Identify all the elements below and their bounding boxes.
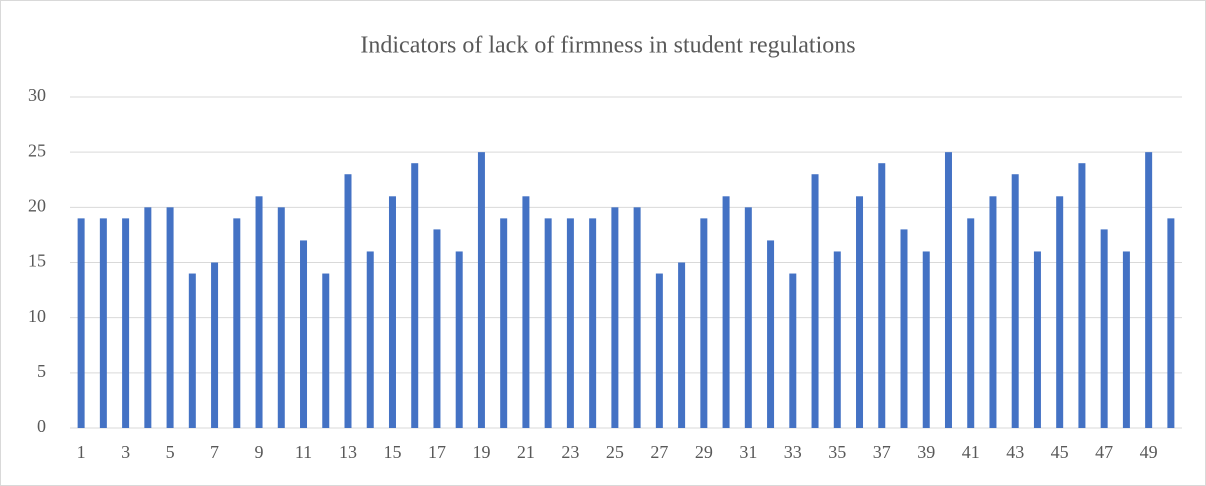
bar (1078, 163, 1086, 428)
bar (1033, 251, 1041, 428)
bar (922, 251, 930, 428)
x-tick-label: 11 (295, 442, 312, 462)
x-tick-label: 45 (1051, 442, 1069, 462)
x-tick-label: 39 (917, 442, 935, 462)
bar (878, 163, 886, 428)
x-tick-label: 41 (962, 442, 980, 462)
bar (811, 174, 819, 428)
bar (655, 273, 663, 428)
x-tick-label: 19 (472, 442, 490, 462)
bar (1100, 229, 1108, 428)
bar (211, 262, 219, 428)
y-tick-label: 15 (28, 251, 46, 271)
x-tick-label: 27 (650, 442, 668, 462)
bar (678, 262, 686, 428)
bar (833, 251, 841, 428)
bar (767, 240, 775, 428)
bar (1011, 174, 1019, 428)
x-tick-label: 21 (517, 442, 535, 462)
bar (322, 273, 330, 428)
bar (277, 207, 285, 428)
bar (544, 218, 552, 428)
bar (300, 240, 308, 428)
x-tick-label: 7 (210, 442, 219, 462)
bar (744, 207, 752, 428)
bar (477, 152, 485, 428)
bar (522, 196, 530, 428)
bar (989, 196, 997, 428)
bar (233, 218, 241, 428)
y-tick-label: 25 (28, 140, 46, 160)
x-tick-label: 1 (77, 442, 86, 462)
bar (455, 251, 463, 428)
y-tick-label: 10 (28, 306, 46, 326)
x-tick-label: 49 (1140, 442, 1158, 462)
x-tick-label: 25 (606, 442, 624, 462)
bar (388, 196, 396, 428)
bar (344, 174, 352, 428)
bar (99, 218, 107, 428)
bar (1167, 218, 1175, 428)
bar (967, 218, 975, 428)
bar (500, 218, 508, 428)
bar (1145, 152, 1153, 428)
x-tick-label: 9 (255, 442, 264, 462)
bar (633, 207, 641, 428)
x-tick-label: 31 (739, 442, 757, 462)
bar (411, 163, 419, 428)
bar (166, 207, 174, 428)
bar (900, 229, 908, 428)
bar (77, 218, 85, 428)
bar (1122, 251, 1130, 428)
y-tick-label: 5 (37, 361, 46, 381)
y-tick-label: 20 (28, 195, 46, 215)
x-tick-label: 47 (1095, 442, 1113, 462)
x-tick-label: 3 (121, 442, 130, 462)
x-tick-label: 43 (1006, 442, 1024, 462)
y-tick-label: 30 (28, 85, 46, 105)
bar (789, 273, 797, 428)
x-tick-label: 33 (784, 442, 802, 462)
bar (856, 196, 864, 428)
x-tick-label: 15 (383, 442, 401, 462)
bar (700, 218, 708, 428)
bar (255, 196, 263, 428)
x-tick-label: 23 (561, 442, 579, 462)
chart-title: Indicators of lack of firmness in studen… (360, 33, 855, 59)
x-tick-label: 17 (428, 442, 446, 462)
bar (122, 218, 130, 428)
bar (366, 251, 374, 428)
bar (566, 218, 574, 428)
bar (589, 218, 597, 428)
y-tick-label: 0 (37, 416, 46, 436)
bar (433, 229, 441, 428)
x-tick-label: 5 (166, 442, 175, 462)
x-tick-label: 37 (873, 442, 891, 462)
x-tick-label: 35 (828, 442, 846, 462)
bar (611, 207, 619, 428)
x-tick-label: 29 (695, 442, 713, 462)
bar (144, 207, 152, 428)
bar (188, 273, 196, 428)
bar (1056, 196, 1064, 428)
x-tick-label: 13 (339, 442, 357, 462)
bar (944, 152, 952, 428)
bar (722, 196, 730, 428)
